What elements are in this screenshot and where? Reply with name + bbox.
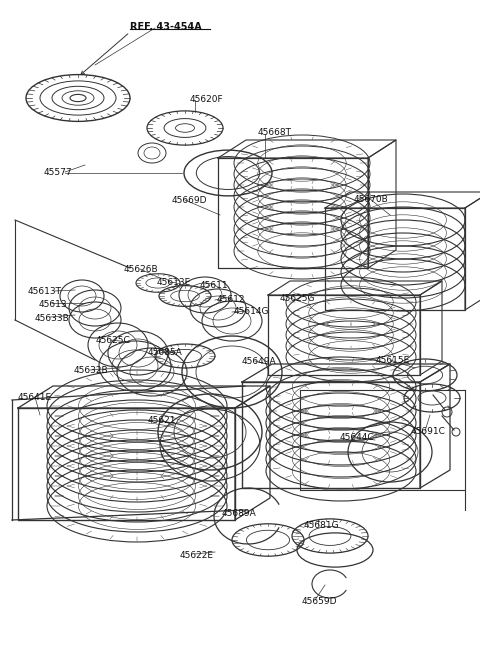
Text: 45670B: 45670B — [354, 195, 389, 204]
Text: 45669D: 45669D — [172, 196, 207, 205]
Text: 45632B: 45632B — [74, 366, 108, 375]
Text: 45668T: 45668T — [258, 128, 292, 137]
Text: 45622E: 45622E — [180, 551, 214, 560]
Text: 45613: 45613 — [39, 300, 68, 309]
Text: 45621: 45621 — [148, 416, 177, 425]
Text: 45685A: 45685A — [148, 348, 183, 357]
Text: 45625C: 45625C — [96, 336, 131, 345]
Text: 45611: 45611 — [200, 281, 228, 290]
Text: 45613T: 45613T — [28, 287, 62, 296]
Text: 45689A: 45689A — [222, 509, 257, 518]
Text: REF. 43-454A: REF. 43-454A — [130, 22, 202, 32]
Text: 45633B: 45633B — [35, 314, 70, 323]
Text: 45691C: 45691C — [411, 427, 446, 436]
Text: 45659D: 45659D — [302, 597, 337, 606]
Text: 45649A: 45649A — [242, 357, 276, 366]
Text: 45620F: 45620F — [190, 95, 224, 104]
Text: 45626B: 45626B — [124, 265, 158, 274]
Text: 45577: 45577 — [44, 168, 72, 177]
Text: 45613E: 45613E — [157, 278, 191, 287]
Text: 45641E: 45641E — [18, 393, 52, 402]
Text: 45612: 45612 — [217, 295, 245, 304]
Text: 45614G: 45614G — [234, 307, 269, 316]
Text: 45681G: 45681G — [304, 521, 340, 530]
Text: 45615E: 45615E — [376, 356, 410, 365]
Text: 45644C: 45644C — [340, 433, 374, 442]
Text: 45625G: 45625G — [280, 294, 315, 303]
